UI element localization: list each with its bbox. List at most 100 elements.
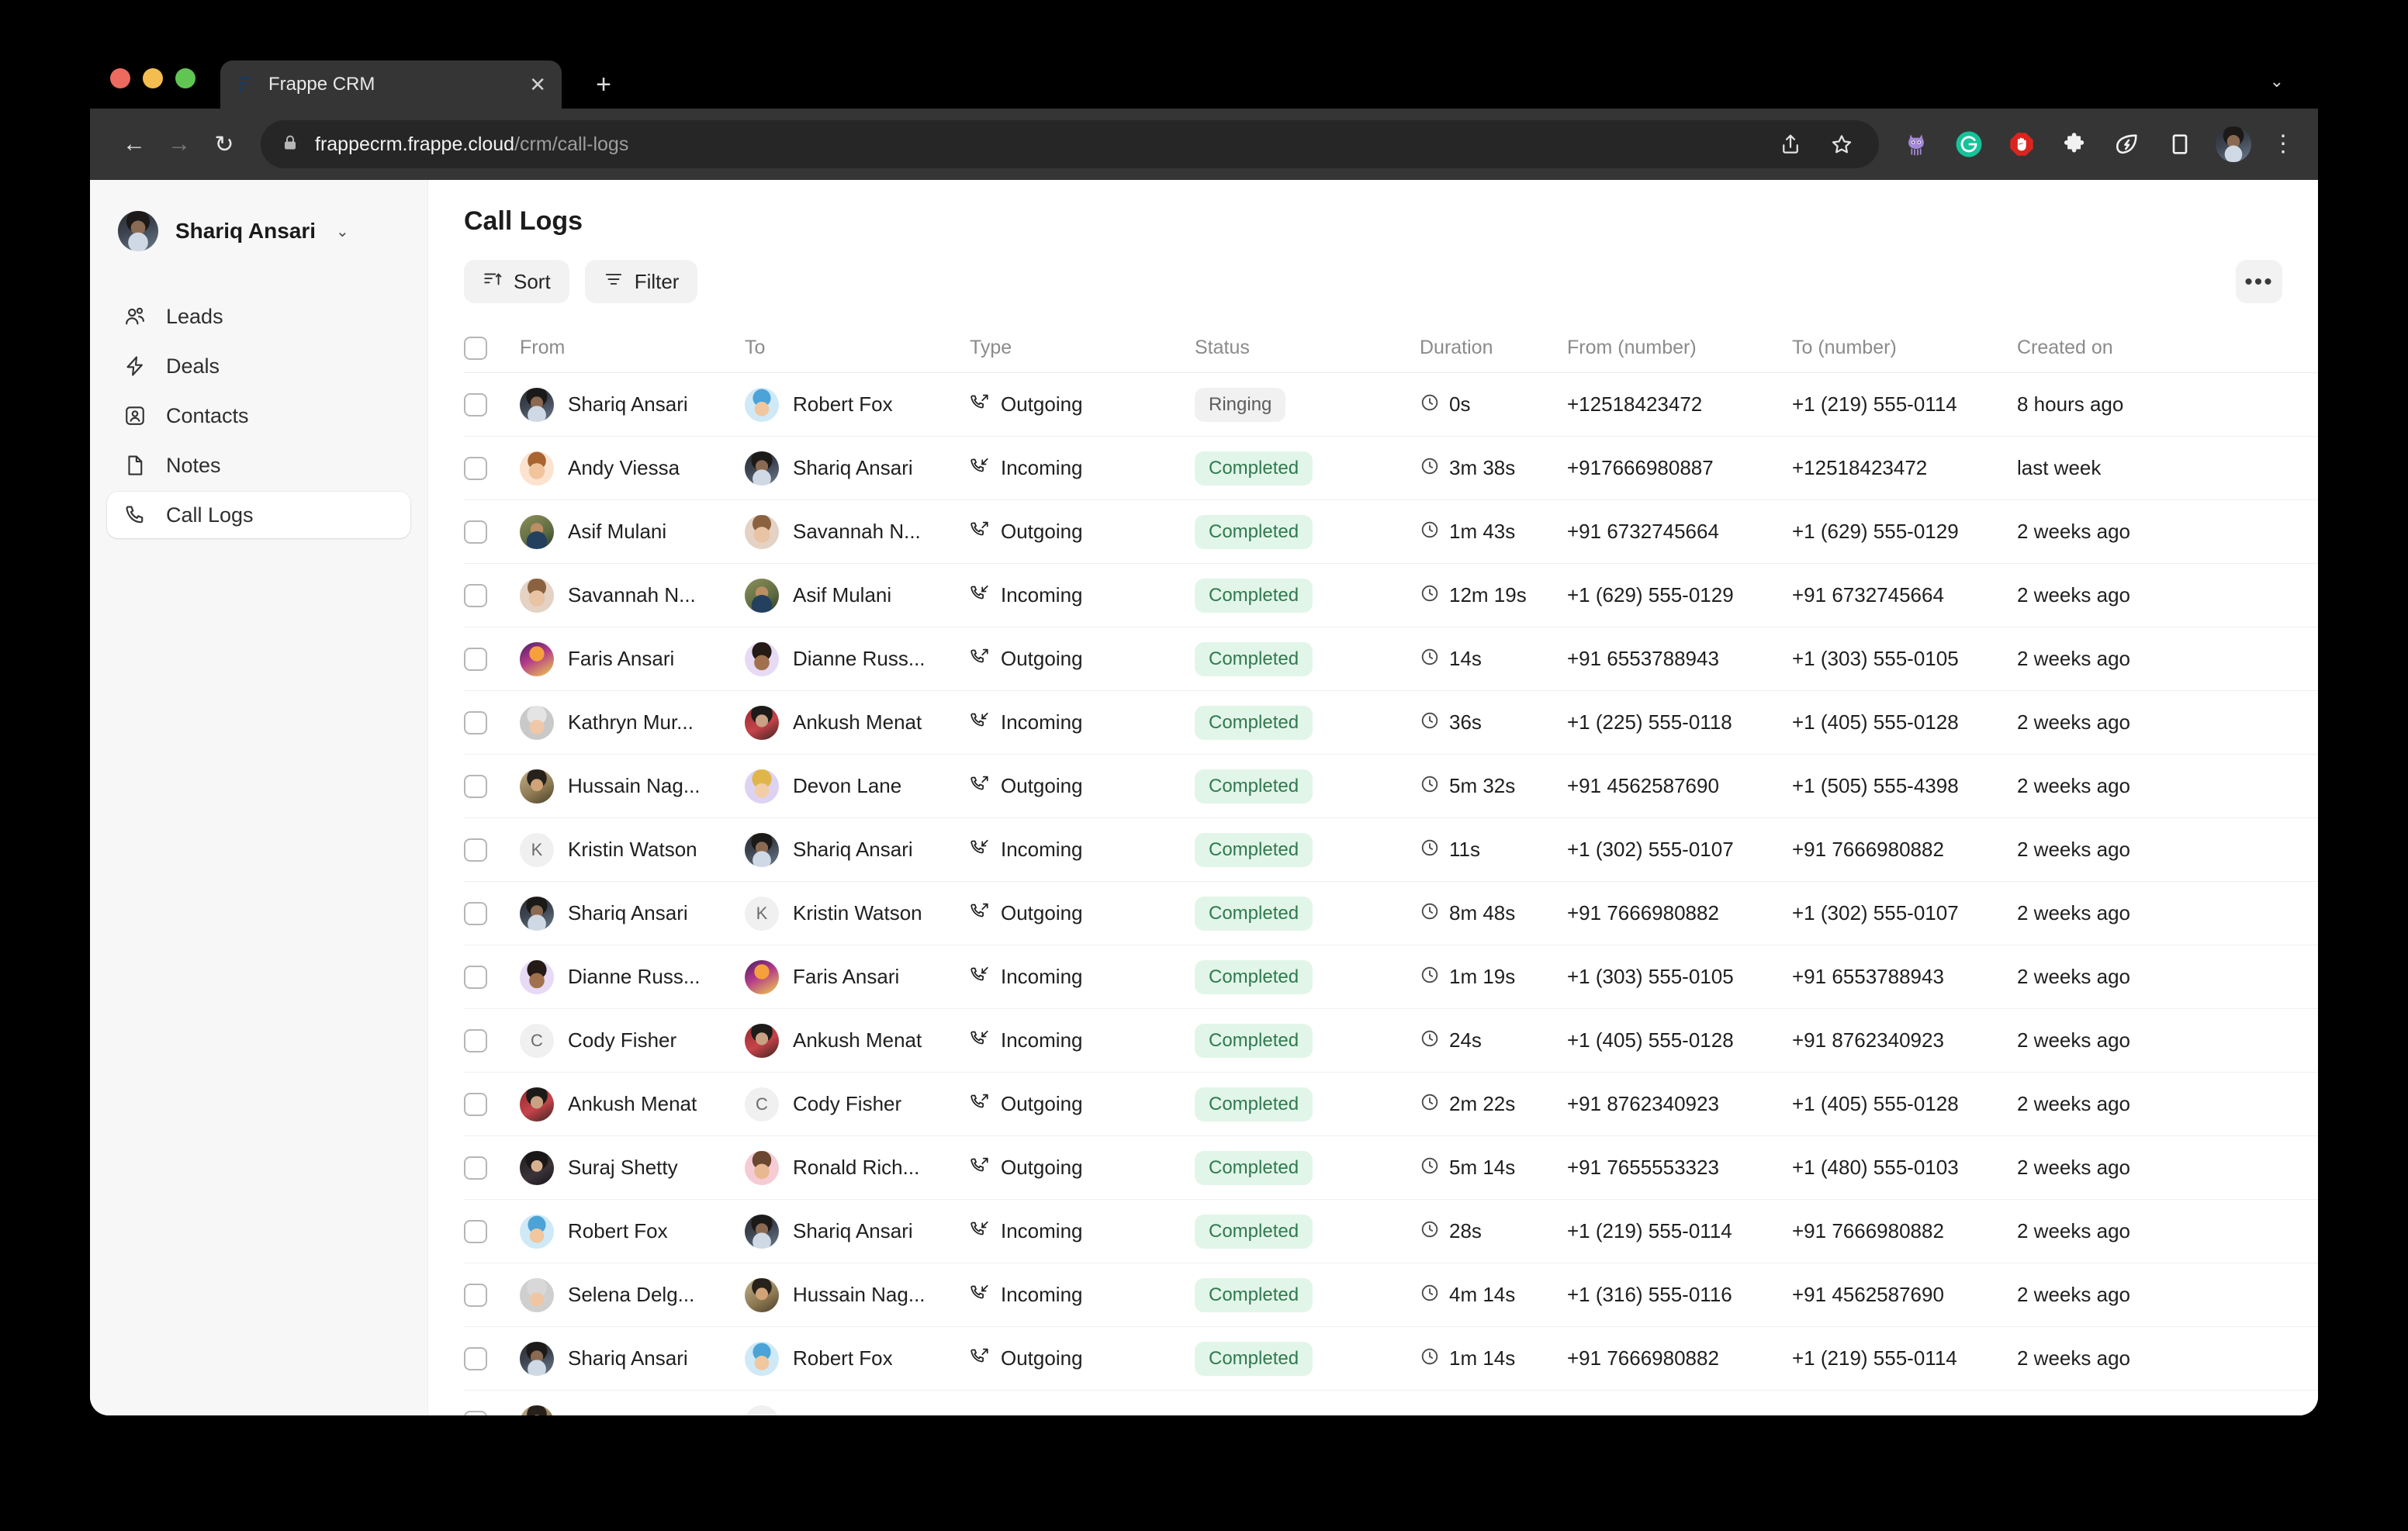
avatar [520, 578, 554, 613]
new-tab-button[interactable]: + [596, 70, 611, 99]
table-row[interactable]: Andy Viessa Shariq Ansari Incoming Complete… [464, 437, 2318, 500]
cell-from-number-value: +91 6553788943 [1567, 647, 1719, 670]
row-checkbox[interactable] [464, 901, 487, 925]
cell-from: Robert Fox [520, 1214, 745, 1249]
table-row[interactable]: Robert Fox Shariq Ansari Incoming Completed… [464, 1200, 2318, 1263]
table-row[interactable]: Shariq Ansari Robert Fox Outgoing Completed… [464, 1327, 2318, 1391]
table-row[interactable]: Shariq Ansari K Kristin Watson Outgoing Comp… [464, 882, 2318, 945]
cell-created-on: 2 weeks ago [2017, 710, 2250, 734]
row-checkbox[interactable] [464, 456, 487, 480]
clock-icon [1420, 1092, 1440, 1116]
row-checkbox[interactable] [464, 1346, 487, 1370]
reload-button[interactable]: ↻ [214, 131, 234, 157]
table-row[interactable]: Hussain Nag... Devon Lane Outgoing Complete… [464, 755, 2318, 818]
user-menu-button[interactable]: Shariq Ansari ⌄ [107, 202, 410, 261]
leaf-extension-icon[interactable] [2110, 127, 2144, 161]
table-row[interactable]: Suraj Shetty Ronald Rich... Outgoing Comple… [464, 1136, 2318, 1200]
table-row[interactable]: Shariq Ansari Robert Fox Outgoing Ringing 0s… [464, 373, 2318, 437]
row-checkbox[interactable] [464, 583, 487, 607]
table-row[interactable]: C Cody Fisher Ankush Menat Incoming Complete… [464, 1009, 2318, 1073]
sidebar-item-leads[interactable]: Leads [107, 293, 410, 340]
browser-tab[interactable]: Frappe CRM ✕ [220, 60, 562, 109]
call-logs-table-container[interactable]: From To Type Status Duration From (numbe… [428, 323, 2318, 1415]
table-row[interactable]: K Kristin Watson Shariq Ansari Incoming Comp… [464, 818, 2318, 882]
minimize-window-button[interactable] [143, 68, 163, 88]
users-icon [123, 304, 147, 329]
star-icon[interactable] [1825, 127, 1859, 161]
side-panel-icon[interactable] [2163, 127, 2197, 161]
cell-status: Completed [1195, 641, 1420, 676]
table-row[interactable]: Selena Delg... Hussain Nag... Incoming Comp… [464, 1263, 2318, 1327]
share-icon[interactable] [1773, 127, 1808, 161]
back-button[interactable]: ← [123, 131, 146, 157]
sidebar-item-call-logs[interactable]: Call Logs [107, 492, 410, 538]
row-checkbox[interactable] [464, 1156, 487, 1180]
status-badge: Completed [1195, 769, 1313, 804]
close-window-button[interactable] [110, 68, 130, 88]
extensions-puzzle-icon[interactable] [2057, 127, 2091, 161]
cell-to: C Cody Fisher [745, 1087, 970, 1121]
close-tab-icon[interactable]: ✕ [529, 73, 546, 96]
cell-created-on-value: last week [2017, 456, 2102, 479]
column-header-created-on[interactable]: Created on [2017, 337, 2113, 358]
table-row[interactable] [464, 1391, 2318, 1415]
row-checkbox[interactable] [464, 1410, 487, 1415]
column-header-to-number[interactable]: To (number) [1792, 337, 1897, 358]
sidebar-item-deals[interactable]: Deals [107, 343, 410, 389]
row-checkbox[interactable] [464, 647, 487, 671]
row-checkbox[interactable] [464, 1219, 487, 1243]
cell-created-on: 2 weeks ago [2017, 1092, 2250, 1116]
select-all-checkbox[interactable] [464, 336, 487, 360]
sort-button[interactable]: Sort [464, 260, 569, 303]
grammarly-extension-icon[interactable] [1952, 127, 1986, 161]
column-header-type[interactable]: Type [970, 337, 1012, 358]
sidebar-nav: Leads Deals [107, 293, 410, 538]
column-header-duration[interactable]: Duration [1420, 337, 1493, 358]
table-row[interactable]: Kathryn Mur... Ankush Menat Incoming Comple… [464, 691, 2318, 755]
column-header-from[interactable]: From [520, 337, 566, 358]
row-checkbox[interactable] [464, 965, 487, 989]
cell-duration: 1m 19s [1420, 965, 1567, 989]
cell-type: Incoming [970, 1028, 1195, 1052]
browser-menu-button[interactable]: ⋮ [2271, 130, 2295, 157]
row-checkbox[interactable] [464, 392, 487, 416]
table-row[interactable]: Dianne Russ... Faris Ansari Incoming Comple… [464, 945, 2318, 1009]
filter-button[interactable]: Filter [584, 260, 698, 303]
chevron-down-icon[interactable]: ⌄ [2269, 71, 2284, 91]
more-options-button[interactable]: ••• [2236, 260, 2282, 303]
cell-status: Completed [1195, 769, 1420, 804]
maximize-window-button[interactable] [175, 68, 195, 88]
row-checkbox[interactable] [464, 1092, 487, 1116]
cell-to-number: +1 (219) 555-0114 [1792, 392, 2017, 416]
column-header-status[interactable]: Status [1195, 337, 1250, 358]
cell-to-number: +91 6553788943 [1792, 965, 2017, 989]
table-row[interactable]: Asif Mulani Savannah N... Outgoing Complete… [464, 500, 2318, 564]
row-checkbox[interactable] [464, 520, 487, 544]
table-row[interactable]: Savannah N... Asif Mulani Incoming Complete… [464, 564, 2318, 627]
sidebar-item-contacts[interactable]: Contacts [107, 392, 410, 439]
row-checkbox[interactable] [464, 710, 487, 734]
from-name: Dianne Russ... [568, 965, 701, 988]
cell-from-number: +91 6732745664 [1567, 520, 1792, 544]
sidebar-item-label: Call Logs [166, 503, 254, 527]
table-row[interactable]: Ankush Menat C Cody Fisher Outgoing Complete… [464, 1073, 2318, 1136]
cell-from: Dianne Russ... [520, 959, 745, 994]
cell-from: Suraj Shetty [520, 1150, 745, 1185]
row-checkbox[interactable] [464, 1283, 487, 1307]
row-checkbox[interactable] [464, 774, 487, 798]
cell-from-number: +91 8762340923 [1567, 1092, 1792, 1116]
cell-duration: 5m 14s [1420, 1156, 1567, 1180]
profile-avatar[interactable] [2216, 126, 2251, 162]
address-bar[interactable]: frappecrm.frappe.cloud/crm/call-logs [261, 120, 1879, 168]
forward-button[interactable]: → [168, 131, 191, 157]
row-checkbox[interactable] [464, 1028, 487, 1052]
column-header-from-number[interactable]: From (number) [1567, 337, 1697, 358]
octocat-extension-icon[interactable] [1899, 127, 1933, 161]
adblock-extension-icon[interactable] [2005, 127, 2039, 161]
cell-to-number: +91 4562587690 [1792, 1283, 2017, 1307]
column-header-to[interactable]: To [745, 337, 766, 358]
table-row[interactable]: Faris Ansari Dianne Russ... Outgoing Comple… [464, 627, 2318, 691]
sidebar-item-notes[interactable]: Notes [107, 442, 410, 489]
cell-created-on-value: 2 weeks ago [2017, 1283, 2130, 1306]
row-checkbox[interactable] [464, 838, 487, 862]
